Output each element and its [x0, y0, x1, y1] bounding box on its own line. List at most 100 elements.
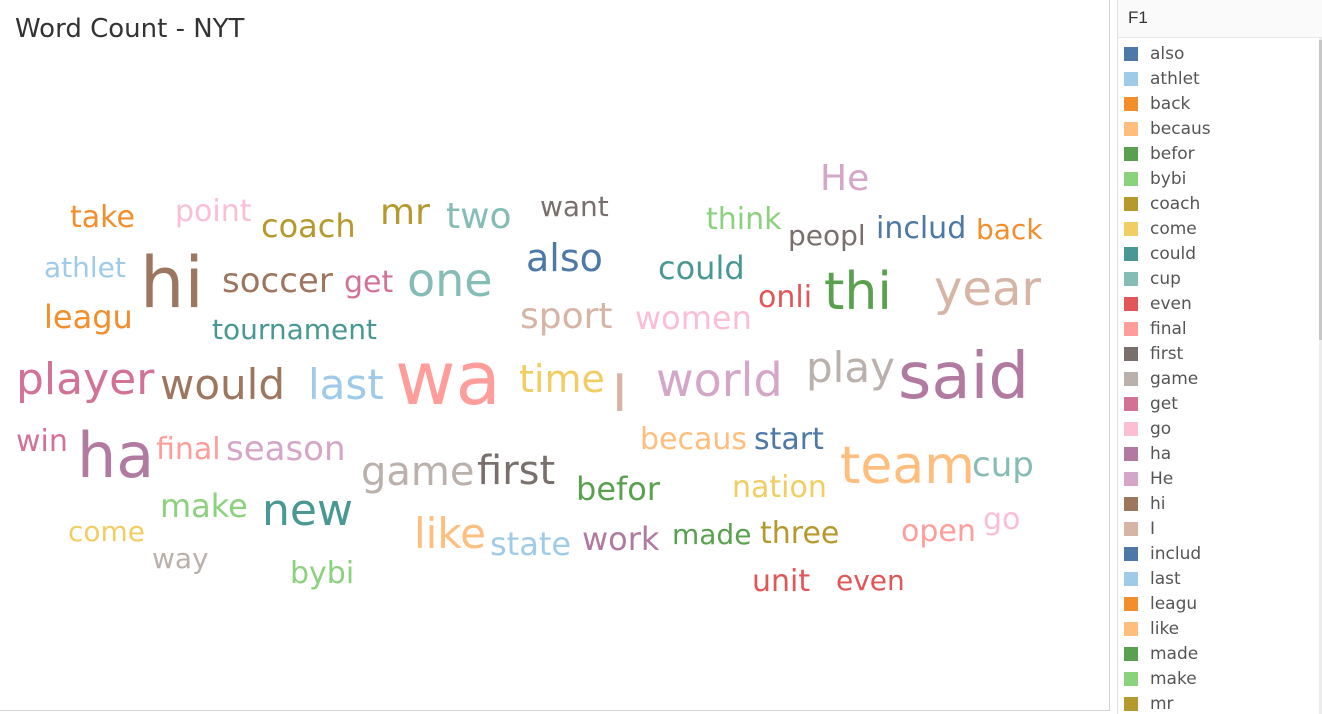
- word-year[interactable]: year: [934, 261, 1042, 317]
- word-want[interactable]: want: [540, 190, 609, 223]
- word-take[interactable]: take: [70, 200, 135, 235]
- word-wa[interactable]: wa: [395, 336, 501, 422]
- word-open[interactable]: open: [901, 514, 976, 549]
- word-player[interactable]: player: [16, 354, 155, 405]
- legend-item[interactable]: make: [1118, 666, 1322, 691]
- word-come[interactable]: come: [68, 515, 146, 548]
- legend-label: could: [1150, 243, 1197, 264]
- word-last[interactable]: last: [308, 360, 384, 409]
- word-also[interactable]: also: [526, 236, 603, 280]
- legend-label: He: [1150, 468, 1174, 489]
- legend-item[interactable]: befor: [1118, 141, 1322, 166]
- word-he[interactable]: He: [820, 158, 870, 199]
- word-win[interactable]: win: [16, 424, 68, 459]
- legend-item[interactable]: I: [1118, 516, 1322, 541]
- legend-item[interactable]: like: [1118, 616, 1322, 641]
- word-bybi[interactable]: bybi: [290, 556, 355, 591]
- legend-item[interactable]: leagu: [1118, 591, 1322, 616]
- legend-panel: F1 also athlet back becaus befor bybi coach com…: [1117, 0, 1322, 714]
- legend-label: includ: [1150, 543, 1202, 564]
- word-becaus[interactable]: becaus: [640, 422, 748, 457]
- word-way[interactable]: way: [152, 542, 209, 575]
- word-time[interactable]: time: [519, 357, 605, 401]
- word-like[interactable]: like: [414, 509, 487, 558]
- legend-swatch: [1124, 346, 1138, 361]
- word-women[interactable]: women: [635, 299, 752, 337]
- legend-item[interactable]: hi: [1118, 491, 1322, 516]
- legend-item[interactable]: last: [1118, 566, 1322, 591]
- legend-item[interactable]: even: [1118, 291, 1322, 316]
- legend-swatch: [1124, 621, 1138, 636]
- legend-label: befor: [1150, 143, 1195, 164]
- legend-item[interactable]: bybi: [1118, 166, 1322, 191]
- word-final[interactable]: final: [156, 432, 221, 467]
- legend-scrollbar[interactable]: [1319, 38, 1322, 714]
- word-cloud: wa said hi ha team thi year world one new player wo…: [16, 158, 1043, 599]
- word-three[interactable]: three: [760, 516, 840, 551]
- legend-item[interactable]: could: [1118, 241, 1322, 266]
- legend-item[interactable]: becaus: [1118, 116, 1322, 141]
- legend-item[interactable]: final: [1118, 316, 1322, 341]
- legend-item[interactable]: mr: [1118, 691, 1322, 714]
- word-start[interactable]: start: [754, 422, 824, 457]
- legend-item[interactable]: also: [1118, 41, 1322, 66]
- word-work[interactable]: work: [582, 520, 660, 558]
- legend-item[interactable]: come: [1118, 216, 1322, 241]
- word-could[interactable]: could: [658, 249, 745, 287]
- word-coach[interactable]: coach: [261, 207, 356, 245]
- word-thi[interactable]: thi: [824, 262, 892, 322]
- legend-swatch: [1124, 321, 1138, 336]
- word-go[interactable]: go: [983, 502, 1021, 537]
- legend-label: like: [1150, 618, 1180, 639]
- word-leagu[interactable]: leagu: [44, 298, 133, 336]
- legend-item[interactable]: get: [1118, 391, 1322, 416]
- word-athlet[interactable]: athlet: [44, 251, 126, 284]
- legend-item[interactable]: He: [1118, 466, 1322, 491]
- legend-item[interactable]: go: [1118, 416, 1322, 441]
- word-even[interactable]: even: [836, 564, 905, 597]
- word-soccer[interactable]: soccer: [222, 261, 333, 301]
- word-onli[interactable]: onli: [758, 280, 813, 315]
- legend-scrollbar-thumb[interactable]: [1319, 40, 1322, 340]
- word-i[interactable]: I: [612, 364, 628, 424]
- legend-item[interactable]: game: [1118, 366, 1322, 391]
- legend-item[interactable]: made: [1118, 641, 1322, 666]
- legend-item[interactable]: coach: [1118, 191, 1322, 216]
- word-includ[interactable]: includ: [876, 211, 967, 246]
- word-tournament[interactable]: tournament: [212, 313, 378, 346]
- word-mr[interactable]: mr: [380, 192, 430, 233]
- word-world[interactable]: world: [656, 353, 783, 407]
- word-peopl[interactable]: peopl: [788, 219, 866, 252]
- word-point[interactable]: point: [175, 194, 252, 229]
- word-season[interactable]: season: [226, 429, 346, 469]
- word-sport[interactable]: sport: [520, 296, 613, 337]
- legend-item[interactable]: back: [1118, 91, 1322, 116]
- legend-item[interactable]: first: [1118, 341, 1322, 366]
- legend-swatch: [1124, 96, 1138, 111]
- word-state[interactable]: state: [490, 525, 572, 563]
- word-one[interactable]: one: [407, 253, 493, 307]
- word-team[interactable]: team: [840, 436, 975, 496]
- word-two[interactable]: two: [446, 196, 512, 237]
- word-ha[interactable]: ha: [77, 419, 155, 492]
- word-play[interactable]: play: [806, 343, 895, 392]
- word-hi[interactable]: hi: [140, 242, 204, 324]
- word-game[interactable]: game: [361, 449, 475, 495]
- word-befor[interactable]: befor: [576, 470, 660, 508]
- word-cup[interactable]: cup: [972, 445, 1034, 485]
- legend-item[interactable]: includ: [1118, 541, 1322, 566]
- word-first[interactable]: first: [477, 448, 556, 494]
- word-back[interactable]: back: [976, 213, 1043, 246]
- word-nation[interactable]: nation: [732, 470, 827, 505]
- word-make[interactable]: make: [160, 487, 248, 525]
- legend-item[interactable]: ha: [1118, 441, 1322, 466]
- word-made[interactable]: made: [672, 518, 752, 551]
- word-think[interactable]: think: [706, 202, 782, 237]
- word-said[interactable]: said: [898, 340, 1029, 414]
- legend-item[interactable]: athlet: [1118, 66, 1322, 91]
- word-get[interactable]: get: [344, 265, 394, 300]
- word-would[interactable]: would: [160, 360, 285, 409]
- word-new[interactable]: new: [262, 485, 353, 536]
- legend-item[interactable]: cup: [1118, 266, 1322, 291]
- word-unit[interactable]: unit: [752, 564, 811, 599]
